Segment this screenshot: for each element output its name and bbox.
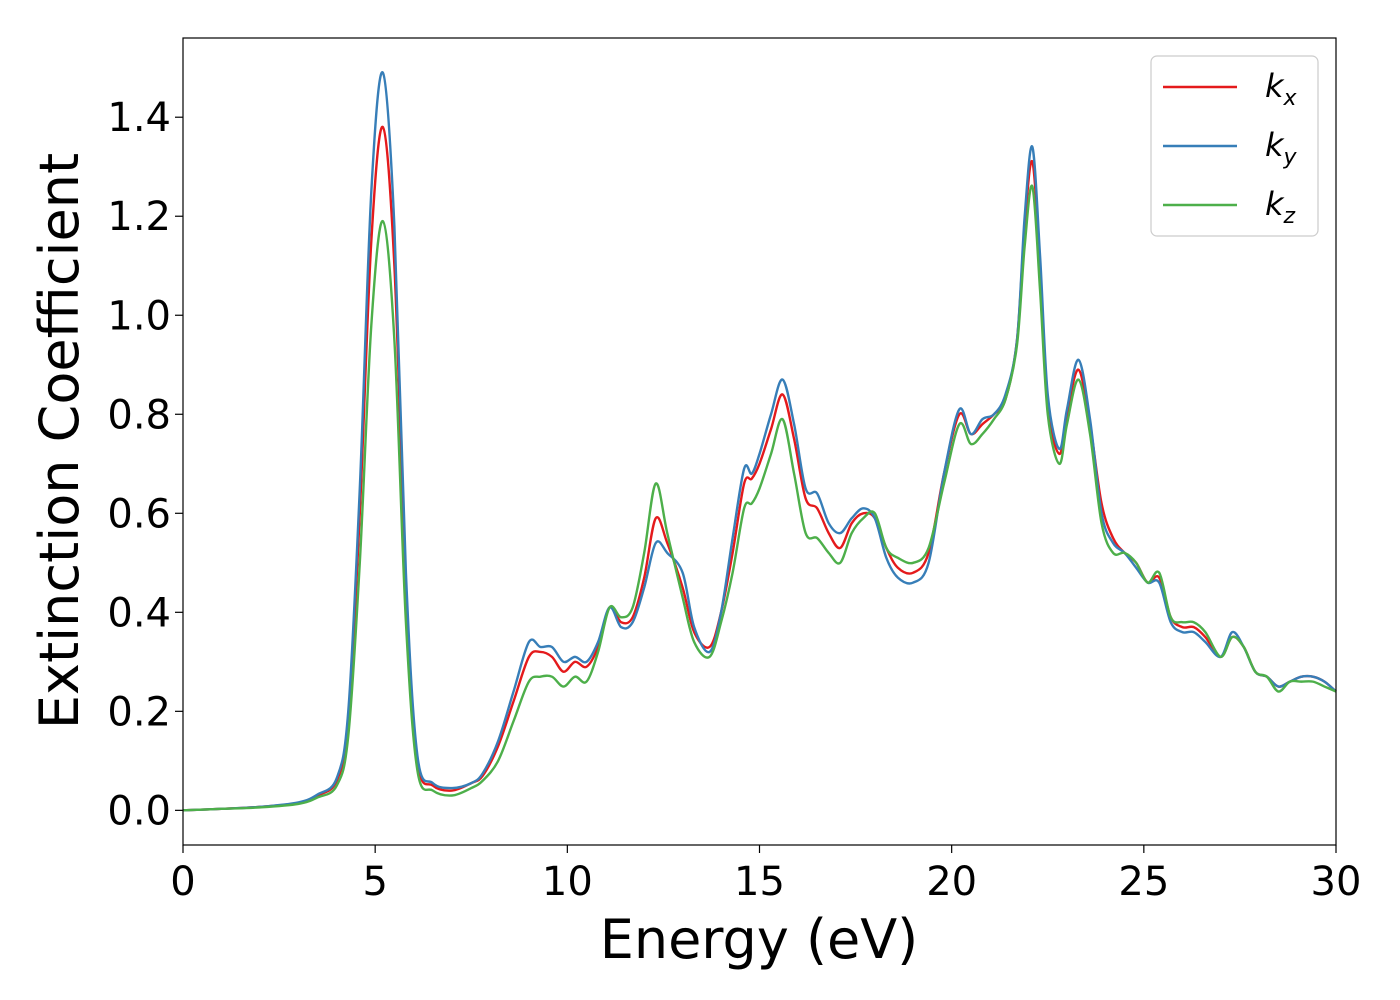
- ticks-layer: 0 5 10 15 20 25 30 0.0 0.2 0.4 0.6 0.8 1.0 1.2 1.4: [107, 95, 1361, 905]
- legend-label-y: ky: [1265, 126, 1298, 170]
- x-tick-label: 15: [734, 859, 785, 905]
- y-tick-label: 0.8: [107, 392, 171, 438]
- x-tick-label: 0: [170, 859, 195, 905]
- x-tick-label: 10: [542, 859, 593, 905]
- y-tick-label: 0.4: [107, 590, 171, 636]
- y-tick-label: 1.2: [107, 194, 171, 240]
- x-tick-label: 5: [362, 859, 387, 905]
- legend: kx ky kz: [1150, 55, 1319, 237]
- y-tick-label: 1.0: [107, 293, 171, 339]
- x-tick-label: 25: [1118, 859, 1169, 905]
- y-tick-label: 0.6: [107, 491, 171, 537]
- x-tick-label: 20: [926, 859, 977, 905]
- x-axis-title: Energy (eV): [600, 908, 919, 971]
- series-line-z: [182, 184, 1337, 812]
- y-tick-label: 0.2: [107, 689, 171, 735]
- series-layer: [182, 71, 1337, 812]
- legend-label-x: kx: [1265, 67, 1298, 111]
- x-tick-label: 30: [1311, 859, 1362, 905]
- y-tick-label: 0.0: [107, 788, 171, 834]
- legend-label-z: kz: [1265, 185, 1296, 229]
- y-axis-title: Extinction Coefficient: [28, 153, 91, 729]
- y-tick-label: 1.4: [107, 95, 171, 141]
